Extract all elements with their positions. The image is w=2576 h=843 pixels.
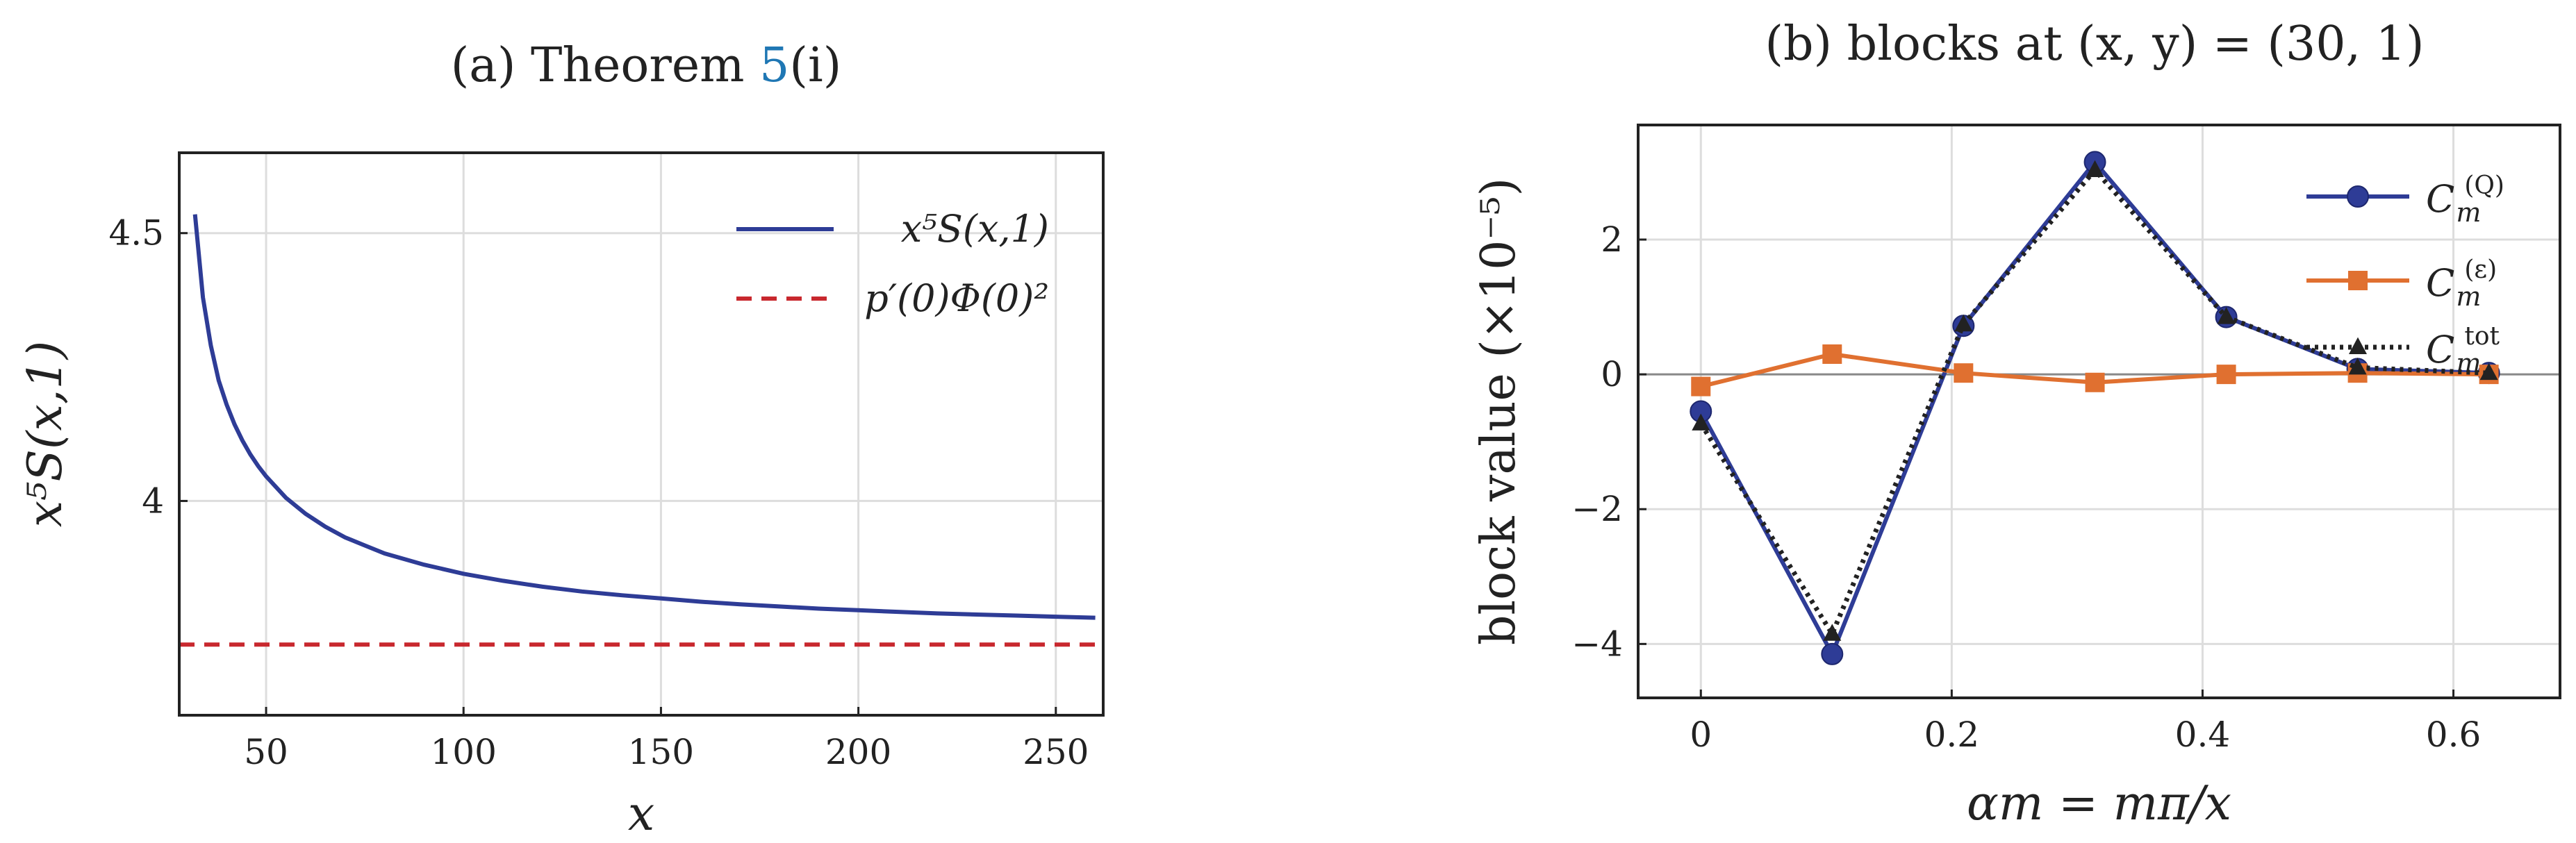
legend-label: Cm(Q) <box>2426 172 2504 228</box>
series-0 <box>1690 151 2500 665</box>
data-point <box>2348 271 2368 290</box>
legend-label: Cmtot <box>2426 322 2500 378</box>
y-tick-label: 2 <box>1601 219 1623 260</box>
x-tick-label: 150 <box>628 732 694 772</box>
series-line-0 <box>192 214 1096 620</box>
theorem-reference-link[interactable]: 5 <box>759 38 789 93</box>
data-point <box>2349 337 2367 354</box>
y-tick-label: −4 <box>1571 624 1623 664</box>
panel-b-y-axis-label: block value (×10⁻⁵) <box>1471 178 1526 645</box>
panel-b-plot-area <box>1690 151 2500 665</box>
y-tick-label: 4.5 <box>108 213 164 253</box>
data-point <box>1692 413 1710 431</box>
panel-b-x-axis-label: αm = mπ/x <box>1967 776 2231 831</box>
legend-label: Cm(ε) <box>2426 256 2497 312</box>
data-point <box>1954 314 1973 332</box>
panel-a-plot-area <box>179 214 1103 647</box>
data-point <box>1821 642 1844 665</box>
panel-a-title-suffix: (i) <box>789 38 841 93</box>
panel-a-ticks: 50 100 150 200 250 4.5 4 <box>108 213 1089 772</box>
data-point <box>1691 376 1711 397</box>
panel-a-y-axis-label: x⁵S(x,1) <box>18 341 73 527</box>
panel-b-frame <box>1637 124 2561 699</box>
panel-a-title-text: (a) Theorem <box>451 38 759 93</box>
data-point <box>1822 344 1842 364</box>
data-point <box>2085 372 2105 392</box>
y-tick-label: −2 <box>1571 489 1623 529</box>
data-point <box>2347 185 2369 208</box>
panel-b-title: (b) blocks at (x, y) = (30, 1) <box>1765 17 2424 72</box>
x-tick-label: 100 <box>431 732 497 772</box>
panel-b-grid <box>1638 125 2560 698</box>
data-point <box>2216 365 2236 385</box>
panel-a: (a) Theorem 5(i) 50 100 150 200 250 4.5 4 x x⁵… <box>18 38 1105 842</box>
x-tick-label: 0.2 <box>1924 715 1980 755</box>
data-point <box>1954 363 1974 383</box>
data-point <box>2479 362 2498 381</box>
data-point <box>1823 624 1842 641</box>
panel-b-legend: Cm(Q) Cm(ε) Cmtot <box>2306 172 2504 378</box>
legend-label: x⁵S(x,1) <box>901 207 1049 251</box>
legend-label: p′(0)Φ(0)² <box>864 276 1049 320</box>
x-tick-label: 0 <box>1690 715 1712 755</box>
panel-a-title: (a) Theorem 5(i) <box>451 38 841 93</box>
data-point <box>2348 358 2367 375</box>
x-tick-label: 0.4 <box>2175 715 2231 755</box>
panel-a-x-axis-label: x <box>628 787 654 842</box>
panel-a-grid <box>179 153 1103 715</box>
series-line <box>1699 158 2489 659</box>
x-tick-label: 250 <box>1023 732 1089 772</box>
data-point <box>2086 160 2104 177</box>
panel-a-legend: x⁵S(x,1) p′(0)Φ(0)² <box>736 207 1049 320</box>
series-2 <box>1692 160 2498 641</box>
panel-b: (b) blocks at (x, y) = (30, 1) 0 0.2 0.4 0.… <box>1471 17 2561 831</box>
x-tick-label: 0.6 <box>2426 715 2482 755</box>
panel-a-frame <box>178 151 1105 717</box>
data-point <box>2217 307 2236 324</box>
y-tick-label: 0 <box>1601 354 1623 394</box>
panel-b-ticks: 0 0.2 0.4 0.6 2 0 −2 −4 <box>1571 219 2481 755</box>
x-tick-label: 50 <box>244 732 288 772</box>
y-tick-label: 4 <box>142 481 164 521</box>
x-tick-label: 200 <box>825 732 891 772</box>
